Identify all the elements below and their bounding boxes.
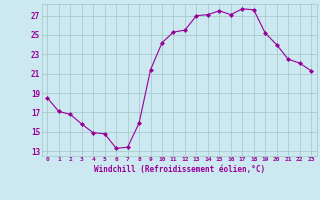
X-axis label: Windchill (Refroidissement éolien,°C): Windchill (Refroidissement éolien,°C) (94, 165, 265, 174)
